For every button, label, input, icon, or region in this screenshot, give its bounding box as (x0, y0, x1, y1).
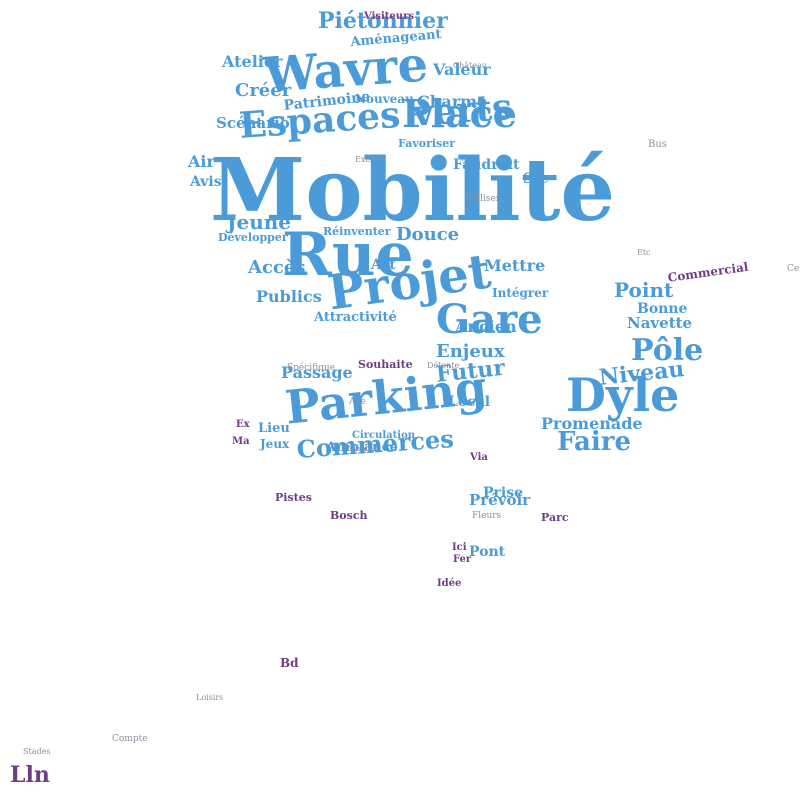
word-79: Loisirs (196, 693, 224, 702)
word-70: Bus (648, 139, 667, 150)
word-5: Place (402, 91, 517, 136)
word-39: Pont (469, 544, 506, 560)
word-16: Accès (248, 257, 306, 278)
word-40: Air (188, 152, 215, 171)
word-50: Développer (218, 231, 288, 244)
word-36: Bonne (637, 301, 688, 317)
word-11: Piétonnier (318, 8, 448, 34)
word-20: Ancien (455, 317, 517, 336)
word-61: Ma (232, 436, 250, 447)
word-60: Ex (236, 419, 250, 430)
word-43: Lieu (258, 421, 290, 436)
word-15: Jeune (227, 210, 291, 234)
word-35: Navette (627, 314, 693, 332)
word-76: Mobile (347, 444, 375, 453)
word-25: Atelier (222, 52, 283, 71)
word-74: Détente (427, 361, 460, 370)
word-65: Idée (437, 578, 462, 589)
word-24: Créer (235, 80, 292, 101)
word-63: Fer (453, 554, 472, 565)
word-66: Visiteurs (364, 11, 414, 22)
word-22: Charme (417, 92, 488, 111)
word-54: Bosch (330, 509, 368, 522)
word-45: Attractivité (314, 310, 397, 325)
word-57: Parc (541, 511, 569, 524)
word-19: Enjeux (436, 341, 505, 362)
word-8: Dyle (566, 368, 680, 422)
word-71: Ce (787, 264, 800, 274)
word-18: Point (614, 278, 674, 302)
word-62: Via (470, 452, 488, 463)
word-21: Mettre (484, 256, 546, 275)
word-31: Passage (281, 363, 353, 382)
word-17: Douce (396, 224, 460, 245)
word-80: Stades (23, 747, 51, 756)
word-49: Intégrer (492, 286, 549, 300)
word-33: Promenade (541, 414, 643, 433)
word-28: Scénario (216, 114, 290, 132)
word-13: Faire (557, 427, 632, 457)
word-78: Compte (112, 734, 148, 744)
word-44: Jeux (260, 437, 290, 451)
word-55: Pistes (275, 491, 312, 504)
word-53: Commercial (666, 259, 750, 285)
word-52: Ste (523, 171, 549, 187)
word-69: Utiliser (466, 194, 501, 204)
word-68: Existe (355, 155, 380, 164)
word-46: Nouveau (355, 92, 414, 106)
word-29: Faudrait (453, 157, 520, 173)
word-42: Art (371, 257, 396, 273)
word-41: Avis (190, 174, 222, 190)
word-47: Favoriser (398, 137, 456, 150)
word-7: Gare (436, 296, 543, 343)
word-10: Pôle (631, 333, 704, 368)
word-37: Prévoir (469, 491, 531, 509)
word-48: Réinventer (323, 225, 391, 238)
word-75: Axe (349, 397, 366, 407)
word-2: Rue (282, 220, 414, 290)
word-67: Château (453, 61, 487, 70)
word-51: Circulation (352, 430, 416, 441)
word-32: Local (448, 394, 491, 410)
word-72: Etc (637, 248, 651, 257)
word-30: Publics (256, 287, 322, 306)
word-0: Mobilité (210, 140, 616, 241)
word-59: Bd (280, 656, 299, 670)
word-34: Ambiance (326, 440, 398, 455)
word-23: Valeur (433, 60, 491, 79)
word-64: Ici (452, 542, 467, 553)
word-73: Spécifique (287, 363, 336, 373)
word-58: Lln (10, 762, 50, 788)
word-77: Fleurs (472, 511, 502, 521)
word-56: Souhaite (358, 358, 413, 371)
word-38: Prise (483, 485, 524, 501)
